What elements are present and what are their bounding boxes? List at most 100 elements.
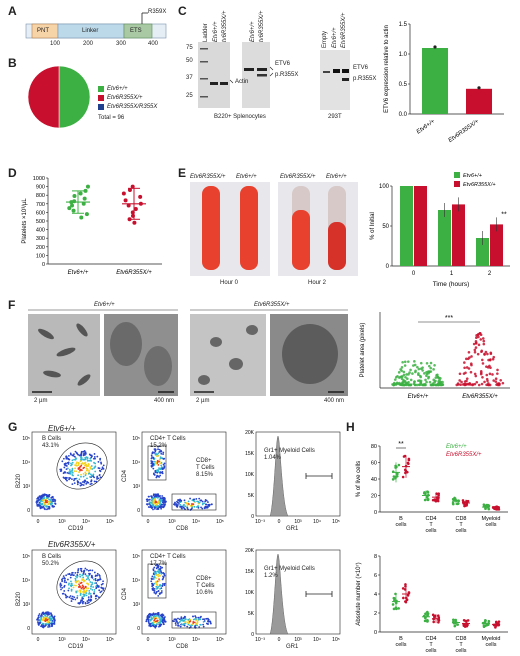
event-dot xyxy=(156,620,158,623)
legend-swatch xyxy=(454,172,460,178)
scale-het-high: 400 nm xyxy=(324,398,345,404)
event-dot xyxy=(152,578,155,580)
y-tick-label: 20 xyxy=(371,494,377,500)
event-dot xyxy=(147,506,150,508)
y-tick-label: 700 xyxy=(36,202,45,208)
lane-293-empty: Empty xyxy=(322,30,328,48)
y-tick-label: 1.0 xyxy=(399,52,408,58)
y-tick-label: 600 xyxy=(36,210,45,216)
event-dot xyxy=(75,470,77,473)
event-dot xyxy=(152,462,155,465)
bar-point-0 xyxy=(433,45,437,49)
event-dot xyxy=(159,462,162,465)
event-dot xyxy=(90,574,93,577)
b-cell-gate xyxy=(56,560,108,608)
event-dot xyxy=(177,503,179,506)
lane-293-wt: Etv6+/+ xyxy=(332,27,338,48)
event-dot xyxy=(39,615,42,617)
event-dot xyxy=(51,624,54,627)
data-point xyxy=(437,620,440,624)
event-dot xyxy=(175,624,177,626)
event-dot xyxy=(195,506,198,508)
event-dot xyxy=(178,502,180,504)
event-dot xyxy=(78,478,81,481)
event-dot xyxy=(159,574,161,577)
data-point xyxy=(459,383,462,387)
lane-293-het: Etv6R355X/+ xyxy=(341,12,347,48)
x-tick-label: T xyxy=(429,642,433,648)
flow-plots-svg: 0 0 10³ 10³ 10⁴ 10⁴ 10⁵ 10⁵ 0 0 10³ 10³ 10⁴ 10⁴ 10⁵ 10⁵… xyxy=(22,430,341,643)
data-point xyxy=(127,217,132,222)
data-point xyxy=(429,366,433,370)
legend-label-het: Etv6R355X/+ xyxy=(107,95,143,101)
event-dot xyxy=(67,578,69,581)
data-point xyxy=(395,474,399,478)
event-dot xyxy=(71,571,74,574)
event-dot xyxy=(87,576,89,579)
event-dot xyxy=(84,567,87,570)
event-dot xyxy=(79,454,82,456)
data-point xyxy=(482,339,486,343)
event-dot xyxy=(161,619,164,622)
event-dot xyxy=(151,582,153,585)
event-dot xyxy=(195,619,197,622)
event-dot xyxy=(84,463,87,466)
r2-cd8-gate-pct: 10.6% xyxy=(196,590,214,596)
x-tick-label: 0 xyxy=(278,637,281,643)
data-point xyxy=(403,364,407,367)
panel-a-domain-map: PNT Linker ETS R359X 100 200 300 400 xyxy=(24,8,170,52)
event-dot xyxy=(157,570,160,573)
event-dot xyxy=(81,462,84,464)
tube-photos-svg xyxy=(190,182,358,276)
event-dot xyxy=(42,493,45,496)
data-point xyxy=(436,499,440,503)
event-dot xyxy=(90,482,93,485)
scale-het-low: 2 µm xyxy=(196,398,210,404)
ladder-band xyxy=(200,48,208,50)
event-dot xyxy=(149,623,152,626)
y-tick-label: 0 xyxy=(251,514,254,520)
blot-images-svg xyxy=(198,42,350,110)
mw-50: 50 xyxy=(186,58,193,64)
mutant-band-label: p.R355X xyxy=(275,72,299,78)
event-dot xyxy=(147,495,150,498)
event-dot xyxy=(88,591,91,594)
etv6-band-label: ETV6 xyxy=(275,61,291,67)
event-dot xyxy=(90,480,92,483)
event-dot xyxy=(163,496,166,499)
event-dot xyxy=(51,495,54,498)
event-dot xyxy=(78,585,81,588)
event-dot xyxy=(158,495,161,498)
data-point xyxy=(392,607,396,611)
x-tick-label: 10³ xyxy=(294,637,302,643)
event-dot xyxy=(47,507,50,510)
event-dot xyxy=(44,614,47,617)
event-dot xyxy=(155,500,157,503)
x-tick-label: 10⁵ xyxy=(332,519,340,525)
event-dot xyxy=(81,597,84,600)
event-dot xyxy=(76,483,79,486)
data-point xyxy=(476,333,480,337)
event-dot xyxy=(155,493,158,496)
event-dot xyxy=(47,626,49,628)
event-dot xyxy=(161,496,164,499)
data-point xyxy=(471,383,475,386)
event-dot xyxy=(73,574,75,577)
event-dot xyxy=(48,500,51,503)
event-dot xyxy=(76,597,79,599)
r2-axis-cd4: CD4 xyxy=(122,587,128,600)
event-dot xyxy=(199,623,202,626)
event-dot xyxy=(93,592,95,595)
y-tick-label: 1.5 xyxy=(399,22,408,28)
event-dot xyxy=(71,470,73,472)
data-point xyxy=(501,381,505,385)
event-dot xyxy=(154,453,157,456)
pie-total: Total = 96 xyxy=(98,115,125,121)
event-dot xyxy=(155,567,158,570)
event-dot xyxy=(67,583,70,586)
platelet-area-scatter: Platelet area (pixels) Etv6+/+ Etv6R355X/+… xyxy=(360,312,510,400)
event-dot xyxy=(153,507,156,510)
x-tick-label: 10⁴ xyxy=(192,637,200,643)
event-dot xyxy=(37,503,40,506)
data-point xyxy=(484,619,487,622)
